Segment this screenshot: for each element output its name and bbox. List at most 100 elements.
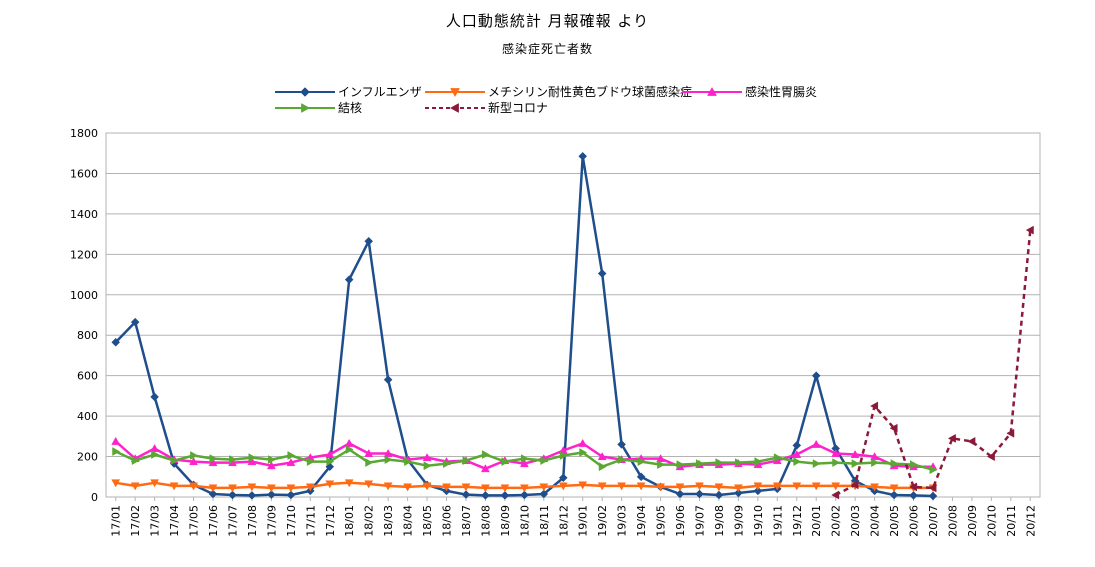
x-tick-label: 20/06 <box>908 505 921 537</box>
data-point <box>832 458 841 468</box>
data-point <box>248 453 257 463</box>
x-tick-label: 19/04 <box>635 505 648 537</box>
data-point <box>851 459 860 469</box>
x-tick-label: 17/07 <box>226 505 239 537</box>
data-point <box>480 484 490 493</box>
x-tick-label: 20/05 <box>888 505 901 537</box>
data-point <box>111 436 121 445</box>
series-1 <box>111 479 938 493</box>
data-point <box>578 481 588 490</box>
legend-label: 結核 <box>338 101 362 115</box>
data-point <box>520 490 529 500</box>
x-tick-label: 17/08 <box>246 505 259 537</box>
data-point <box>617 482 627 491</box>
data-point <box>345 445 354 454</box>
data-point <box>812 459 821 469</box>
series-group <box>111 151 1034 501</box>
x-tick-label: 17/12 <box>324 505 337 537</box>
data-point <box>519 484 529 493</box>
x-tick-label: 19/08 <box>713 505 726 537</box>
data-point <box>733 484 743 493</box>
data-point <box>170 456 179 466</box>
data-point <box>208 484 218 493</box>
legend-label: 感染性胃腸炎 <box>745 84 817 99</box>
x-tick-label: 19/09 <box>732 505 745 537</box>
data-point <box>578 151 588 161</box>
data-point <box>656 483 666 492</box>
data-point <box>266 484 276 493</box>
data-point <box>326 457 335 467</box>
data-point <box>676 460 685 470</box>
data-point <box>890 459 899 469</box>
x-tick-label: 20/08 <box>946 505 959 537</box>
data-point <box>364 236 374 246</box>
x-tick-label: 17/03 <box>149 505 162 537</box>
x-tick-label: 17/04 <box>168 505 181 537</box>
data-point <box>831 490 840 500</box>
data-point <box>1025 225 1034 235</box>
y-tick-label: 200 <box>77 451 98 464</box>
data-point <box>928 491 938 501</box>
legend-item-4: 新型コロナ <box>425 100 548 115</box>
data-point <box>753 482 763 491</box>
data-point <box>657 460 666 470</box>
data-point <box>247 491 257 500</box>
x-tick-label: 18/09 <box>499 505 512 537</box>
legend-swatch-marker <box>450 88 460 98</box>
data-point <box>636 472 646 482</box>
series-line <box>114 155 934 498</box>
data-point <box>656 454 666 463</box>
data-point <box>383 448 393 457</box>
data-point <box>910 460 919 470</box>
legend-label: インフルエンザ <box>338 85 422 99</box>
data-point <box>266 461 276 470</box>
data-point <box>675 483 685 492</box>
data-point <box>811 371 821 381</box>
data-point <box>675 489 685 499</box>
data-point <box>403 483 413 492</box>
x-tick-label: 17/11 <box>304 505 317 537</box>
data-point <box>404 457 413 467</box>
data-point <box>889 490 899 500</box>
data-point <box>267 455 276 465</box>
x-tick-label: 20/03 <box>849 505 862 537</box>
data-point <box>480 464 490 473</box>
data-point <box>598 462 607 472</box>
data-point <box>267 490 276 499</box>
legend-item-1: メチシリン耐性黄色ブドウ球菌感染症 <box>425 84 692 99</box>
data-point <box>695 482 704 491</box>
x-tick-label: 18/04 <box>402 505 415 537</box>
data-point <box>131 456 140 466</box>
x-axis-ticks: 17/01 17/02 17/03 17/04 17/05 17/06 17/07 17/08… <box>110 497 1037 537</box>
x-tick-label: 17/06 <box>207 505 220 537</box>
data-point <box>305 483 315 492</box>
data-point <box>831 482 841 491</box>
legend-item-3: 結核 <box>275 101 362 115</box>
data-point <box>229 455 238 465</box>
data-point <box>539 489 549 499</box>
x-tick-label: 20/02 <box>830 505 843 537</box>
chart-title: 人口動態統計 月報確報 より <box>445 12 650 30</box>
x-tick-label: 20/04 <box>869 505 882 537</box>
y-tick-label: 800 <box>77 329 98 342</box>
data-point <box>151 450 160 459</box>
data-point <box>150 443 160 452</box>
data-point <box>111 337 121 347</box>
x-tick-label: 18/01 <box>343 505 356 537</box>
x-tick-label: 17/10 <box>285 505 298 537</box>
x-tick-label: 18/03 <box>382 505 395 537</box>
x-tick-label: 18/02 <box>363 505 376 537</box>
data-point <box>228 490 237 500</box>
data-point <box>364 448 374 457</box>
data-point <box>443 459 452 469</box>
data-point <box>325 449 335 458</box>
data-point <box>597 452 607 461</box>
data-point <box>715 458 724 468</box>
data-point <box>831 448 841 457</box>
data-point <box>597 482 607 491</box>
data-point <box>481 450 490 459</box>
data-point <box>501 457 510 467</box>
y-tick-label: 400 <box>77 410 98 423</box>
